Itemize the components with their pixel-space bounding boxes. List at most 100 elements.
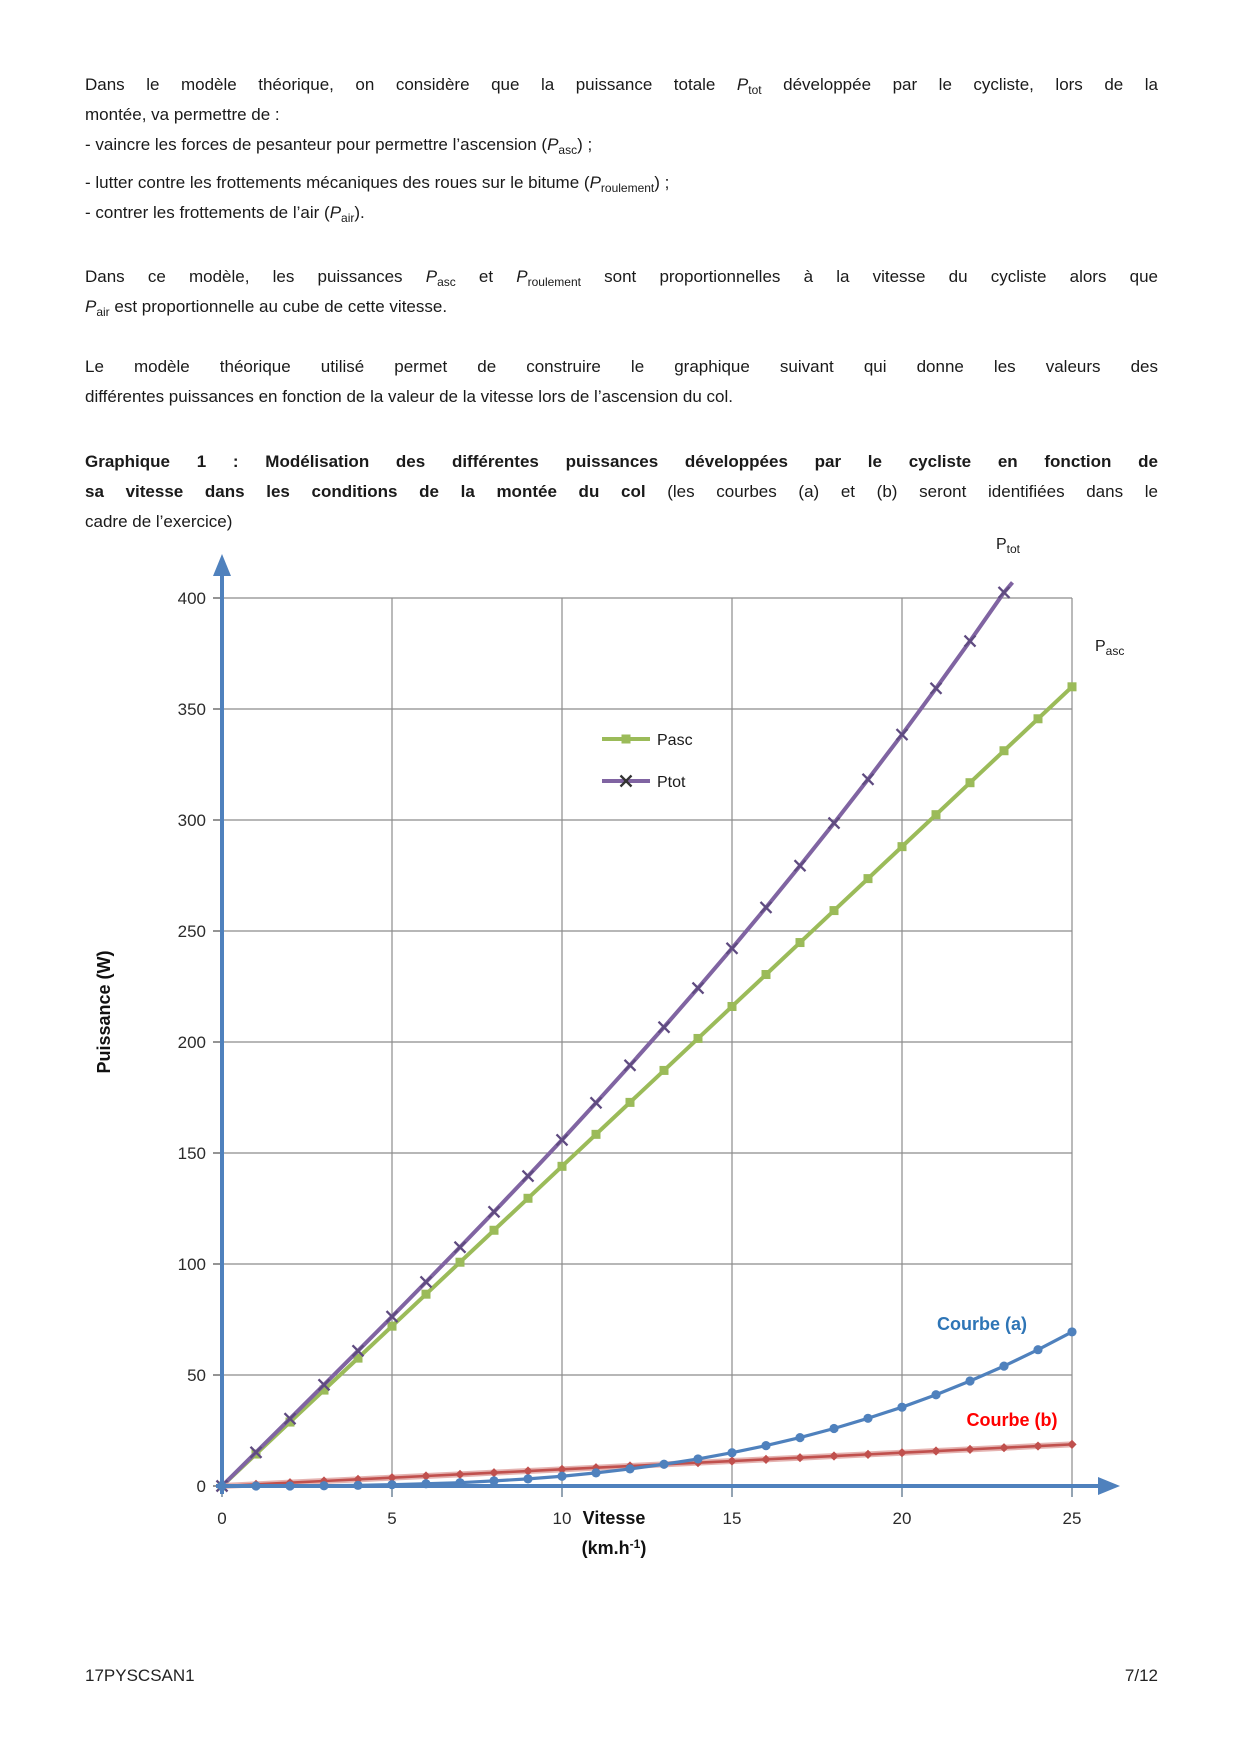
- y-tick-label: 250: [178, 922, 206, 941]
- marker-xcross: [351, 1344, 365, 1358]
- marker-circle: [829, 1423, 839, 1434]
- text-segment: P: [996, 536, 1007, 553]
- paragraph-model: Dans ce modèle, les puissances Pasc et P…: [85, 262, 1158, 322]
- x-axis-title-line2: (km.h-1): [514, 1538, 714, 1559]
- marker-diamond: [489, 1468, 499, 1478]
- marker-diamond: [931, 1446, 941, 1456]
- x-tick-label: 25: [1063, 1509, 1082, 1528]
- text-line: - vaincre les forces de pesanteur pour p…: [85, 130, 1158, 160]
- marker-xcross: [691, 981, 705, 995]
- x-tick-label: 15: [723, 1509, 742, 1528]
- marker-square: [999, 746, 1009, 756]
- marker-circle: [1067, 1327, 1077, 1337]
- marker-xcross: [249, 1445, 263, 1459]
- text-line: - contrer les frottements de l’air (Pair…: [85, 198, 1158, 228]
- text-segment: P: [547, 135, 559, 154]
- text-segment: sont proportionnelles à la vitesse du cy…: [580, 267, 1158, 286]
- y-axis-arrow: [213, 554, 231, 576]
- marker-circle: [897, 1402, 907, 1412]
- marker-square: [659, 1065, 669, 1075]
- series-line-Pasc: [220, 685, 1074, 1488]
- marker-xcross: [521, 1169, 535, 1183]
- text-line: Graphique 1 : Modélisation des différent…: [85, 447, 1158, 477]
- marker-square: [421, 1289, 431, 1299]
- y-tick-label: 0: [197, 1477, 206, 1496]
- text-segment: ).: [354, 203, 365, 222]
- text-line: Pair est proportionnelle au cube de cett…: [85, 292, 1158, 322]
- marker-square: [625, 1097, 635, 1107]
- marker-xcross: [623, 1058, 637, 1072]
- text-line: Dans le modèle théorique, on considère q…: [85, 70, 1158, 100]
- marker-diamond: [523, 1466, 533, 1476]
- marker-square: [1067, 682, 1077, 692]
- paragraph-graph-intro: Le modèle théorique utilisé permet de co…: [85, 352, 1158, 412]
- text-segment: différentes puissances en fonction de la…: [85, 387, 733, 406]
- y-tick-label: 200: [178, 1033, 206, 1052]
- pasc-series-label: Pasc: [1095, 638, 1124, 657]
- marker-xcross: [619, 774, 633, 788]
- marker-square: [523, 1193, 533, 1203]
- marker-diamond: [1033, 1441, 1043, 1451]
- marker-xcross: [997, 586, 1011, 599]
- marker-square: [591, 1129, 601, 1139]
- courbe-a-label: Courbe (a): [937, 1314, 1027, 1334]
- graph-heading: Graphique 1 : Modélisation des différent…: [85, 447, 1158, 537]
- marker-square: [863, 874, 873, 884]
- y-tick-label: 100: [178, 1255, 206, 1274]
- text-segment: air: [96, 305, 110, 319]
- marker-square: [727, 1001, 737, 1011]
- marker-diamond: [999, 1443, 1009, 1453]
- text-segment: P: [85, 297, 97, 316]
- text-segment: sa vitesse dans les conditions de la mon…: [85, 482, 668, 501]
- x-tick-label: 0: [217, 1509, 226, 1528]
- text-segment: Dans le modèle théorique, on considère q…: [85, 75, 737, 94]
- marker-xcross: [725, 942, 739, 955]
- text-segment: - lutter contre les frottements mécaniqu…: [85, 173, 590, 192]
- x-axis-title-line1: Vitesse: [582, 1508, 646, 1528]
- marker-xcross: [929, 682, 943, 695]
- marker-diamond: [829, 1451, 839, 1461]
- text-line: différentes puissances en fonction de la…: [85, 382, 1158, 412]
- text-line: Dans ce modèle, les puissances Pasc et P…: [85, 262, 1158, 292]
- marker-xcross: [555, 1133, 569, 1147]
- marker-square: [387, 1321, 397, 1331]
- text-segment: Le modèle théorique utilisé permet de co…: [85, 357, 1158, 376]
- marker-square: [829, 906, 839, 916]
- marker-xcross: [963, 634, 977, 648]
- marker-xcross: [385, 1310, 399, 1323]
- text-segment: - vaincre les forces de pesanteur pour p…: [85, 135, 548, 154]
- text-segment: ) ;: [654, 173, 670, 192]
- y-tick-label: 150: [178, 1144, 206, 1163]
- marker-square: [557, 1161, 567, 1171]
- y-tick-label: 350: [178, 700, 206, 719]
- marker-circle: [999, 1361, 1009, 1371]
- marker-circle: [863, 1413, 873, 1423]
- text-line: sa vitesse dans les conditions de la mon…: [85, 477, 1158, 507]
- text-line: montée, va permettre de :: [85, 100, 1158, 130]
- footer-page-number: 7/12: [1124, 1666, 1158, 1685]
- text-segment: P: [736, 75, 749, 94]
- text-segment: Dans ce modèle, les puissances: [85, 267, 426, 286]
- text-segment: est proportionnelle au cube de cette vit…: [109, 297, 448, 316]
- text-segment: Graphique 1 : Modélisation des différent…: [85, 452, 1158, 471]
- text-segment: et: [455, 267, 517, 286]
- marker-diamond: [863, 1449, 873, 1459]
- marker-circle: [523, 1474, 533, 1484]
- marker-xcross: [453, 1240, 467, 1254]
- text-segment: roulement: [527, 275, 581, 289]
- marker-circle: [557, 1471, 567, 1481]
- series-line-Ptot: [220, 581, 1015, 1488]
- marker-diamond: [965, 1444, 975, 1454]
- marker-diamond: [727, 1456, 737, 1466]
- text-segment: P: [329, 203, 342, 222]
- marker-circle: [965, 1376, 975, 1386]
- marker-circle: [727, 1448, 737, 1458]
- text-segment: -1: [629, 1537, 641, 1551]
- text-segment: roulement: [600, 181, 655, 195]
- marker-circle: [659, 1459, 669, 1469]
- marker-circle: [489, 1476, 499, 1486]
- marker-diamond: [795, 1453, 805, 1463]
- text-segment: P: [589, 173, 601, 192]
- text-segment: air: [341, 211, 355, 225]
